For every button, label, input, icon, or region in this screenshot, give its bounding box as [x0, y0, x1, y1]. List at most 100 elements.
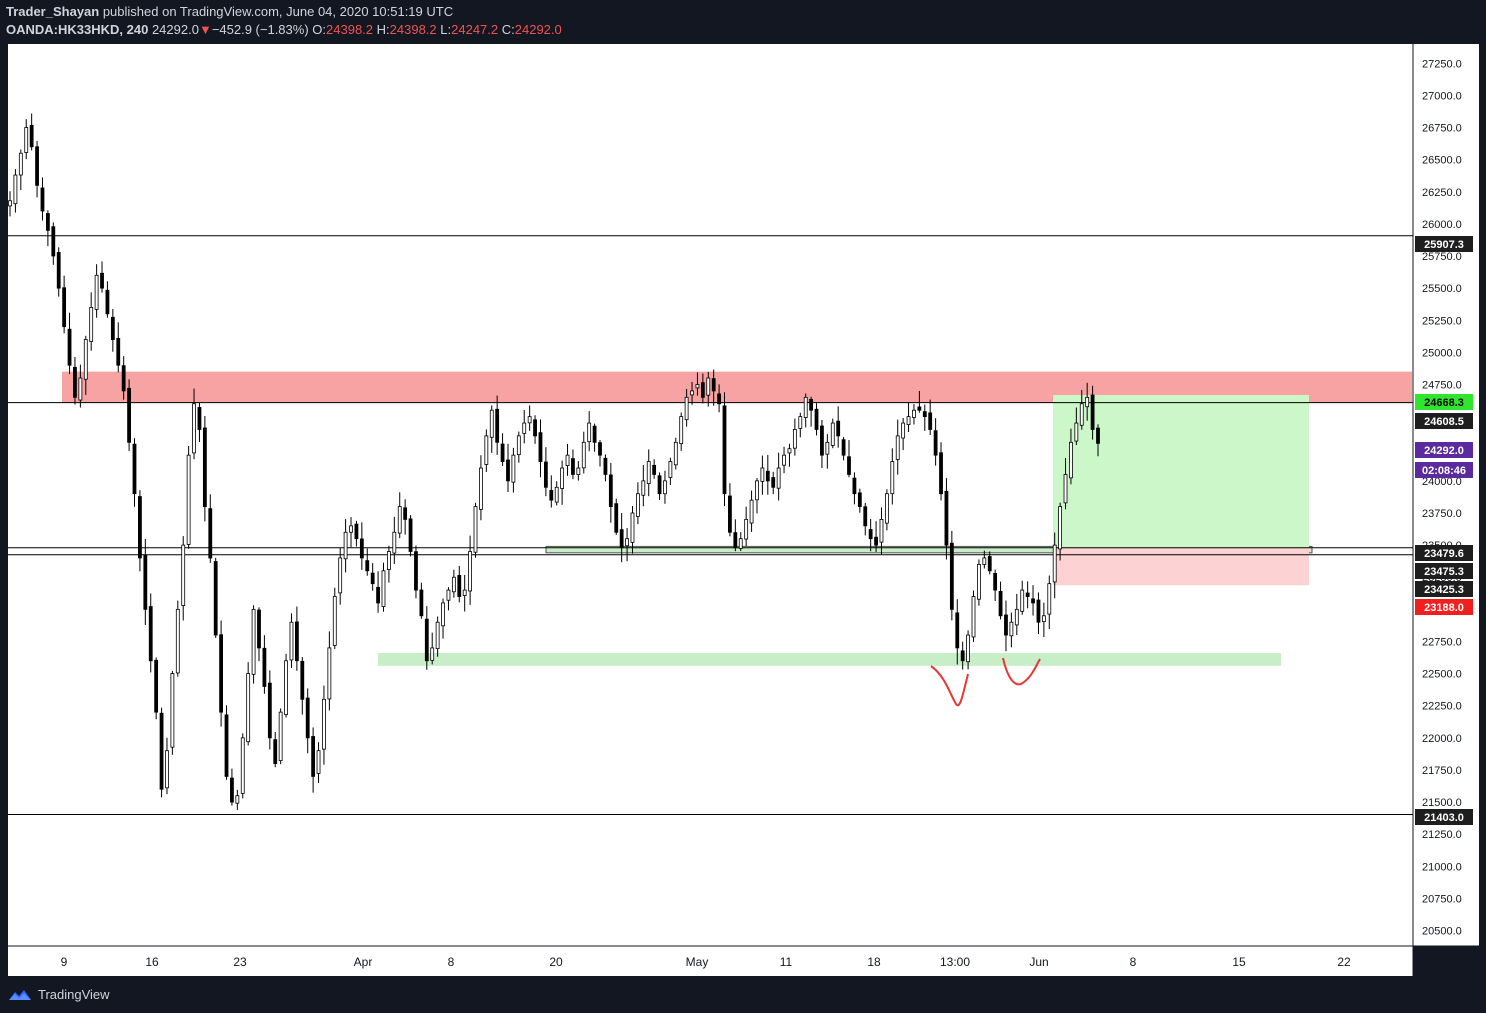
candle-body — [468, 551, 472, 592]
candle-body — [841, 439, 846, 456]
candle-body — [565, 454, 570, 466]
open-value: 24398.2 — [326, 22, 374, 37]
candle-body — [847, 456, 851, 475]
high-value: 24398.2 — [389, 22, 437, 37]
candle-body — [148, 606, 153, 662]
candle-body — [73, 366, 77, 398]
candle-body — [29, 124, 34, 148]
candle-body — [8, 200, 12, 207]
tradingview-logo-icon — [9, 989, 31, 1000]
zones-layer — [62, 371, 1412, 666]
candle-body — [673, 441, 678, 466]
candle-body — [414, 551, 418, 591]
candle-body — [803, 396, 808, 418]
candle-body — [912, 409, 916, 418]
candle-body — [213, 561, 218, 636]
price-tick: 26750.0 — [1422, 123, 1462, 135]
candle-body — [1090, 394, 1095, 430]
candle-body — [949, 542, 954, 610]
time-tick: 22 — [1337, 955, 1351, 969]
price-tick: 21750.0 — [1422, 765, 1462, 777]
candle-body — [159, 712, 164, 790]
candle-body — [132, 443, 137, 495]
time-tick: 20 — [549, 955, 563, 969]
candle-body — [197, 407, 202, 430]
candle-body — [874, 536, 878, 546]
candle-body — [884, 493, 889, 524]
candle-body — [901, 422, 906, 439]
candle-body — [836, 420, 841, 437]
candle-body — [110, 316, 115, 340]
candle-body — [1025, 592, 1030, 597]
candle-body — [538, 432, 543, 462]
candle-body — [175, 608, 180, 674]
candle-body — [35, 146, 39, 186]
candle-body — [1085, 396, 1090, 408]
candle-body — [495, 408, 500, 443]
candle-body — [641, 480, 646, 496]
price-tick: 26500.0 — [1422, 155, 1462, 167]
candle-body — [94, 274, 99, 310]
candle-body — [424, 618, 429, 662]
author-name[interactable]: Trader_Shayan — [6, 4, 100, 19]
annotations-layer — [930, 657, 1041, 707]
time-ticks: 9 16 23 Apr 8 20 May 11 18 13:00 Jun 8 15 22 — [61, 955, 1351, 969]
price-tick: 22250.0 — [1422, 701, 1462, 713]
candle-body — [955, 612, 960, 649]
candle-body — [446, 589, 451, 601]
candle-body — [630, 512, 635, 543]
candle-body — [852, 477, 857, 495]
candle-body — [744, 519, 749, 540]
candle-body — [868, 529, 873, 540]
time-tick: 8 — [448, 955, 455, 969]
time-tick: 15 — [1232, 955, 1246, 969]
candle-body — [879, 519, 884, 543]
candle-body — [1031, 598, 1035, 604]
candle-body — [733, 532, 738, 549]
symbol-label[interactable]: OANDA:HK33HKD, 240 — [6, 22, 149, 37]
candle-body — [451, 576, 456, 593]
candle-body — [663, 480, 667, 495]
candle-body — [966, 634, 970, 663]
candle-body — [397, 506, 402, 534]
price-label-text: 24608.5 — [1424, 416, 1464, 428]
price-label-badge — [1415, 413, 1473, 429]
price-chart[interactable]: 20500.0 20750.0 21000.0 21250.0 21500.0 21750… — [0, 44, 1486, 976]
candle-body — [728, 495, 732, 533]
candle-body — [56, 252, 61, 289]
time-tick: 11 — [780, 955, 793, 969]
candle-body — [814, 408, 819, 430]
candle-body — [387, 551, 391, 570]
candle-body — [614, 503, 619, 533]
price-axis[interactable] — [1413, 44, 1479, 946]
candle-body — [116, 337, 121, 366]
price-label-badge — [1415, 581, 1473, 597]
candle-body — [127, 387, 131, 443]
ohlc-legend: OANDA:HK33HKD, 240 24292.0▼−452.9 (−1.83… — [6, 22, 562, 37]
candle-body — [527, 416, 532, 424]
candle-body — [24, 127, 29, 153]
candle-body — [820, 425, 824, 456]
candle-body — [792, 429, 797, 449]
candle-body — [262, 647, 267, 687]
price-tick: 25500.0 — [1422, 283, 1462, 295]
candle-body — [278, 711, 283, 762]
candle-body — [636, 493, 640, 517]
candle-body — [235, 795, 240, 804]
candle-body — [165, 750, 169, 789]
candle-body — [1041, 615, 1046, 623]
position-target-zone[interactable] — [1053, 394, 1309, 548]
candle-body — [646, 461, 651, 485]
price-label-text: 21403.0 — [1424, 812, 1464, 824]
position-stop-zone[interactable] — [1053, 547, 1309, 586]
time-axis[interactable] — [8, 946, 1413, 976]
candle-body — [971, 596, 976, 638]
candle-body — [338, 557, 343, 594]
price-tick: 27000.0 — [1422, 90, 1462, 102]
candle-body — [457, 575, 462, 597]
low-value: 24247.2 — [451, 22, 499, 37]
tradingview-brand[interactable]: TradingView — [8, 987, 110, 1002]
price-label-text: 23475.3 — [1424, 566, 1464, 578]
price-label-text: 02:08:46 — [1422, 465, 1466, 477]
candle-body — [349, 525, 353, 533]
